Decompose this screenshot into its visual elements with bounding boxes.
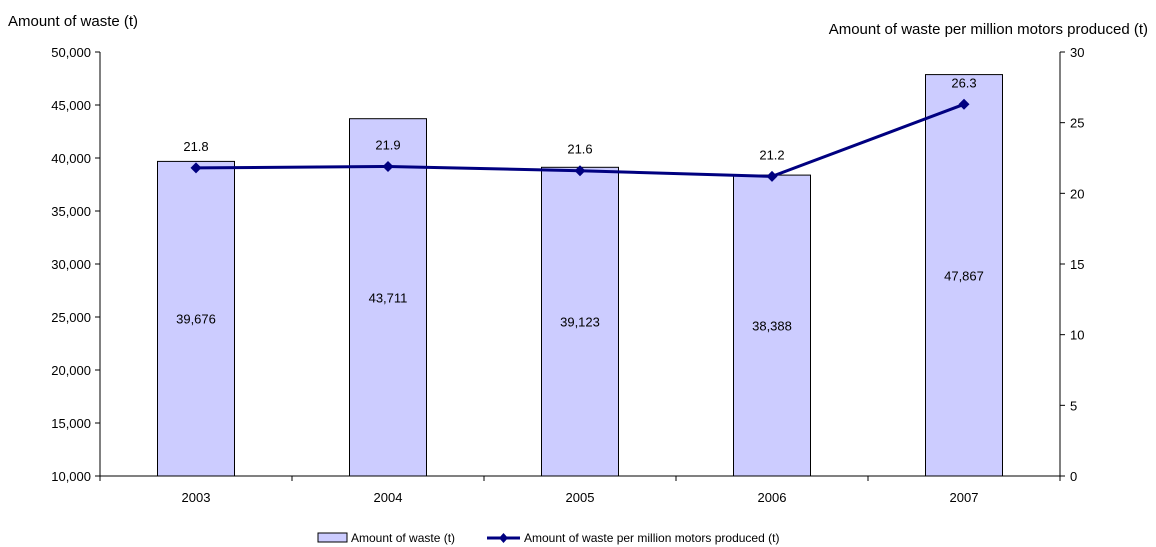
bar-value-label-2006: 38,388 <box>752 319 792 334</box>
legend-swatch-marker <box>499 533 508 543</box>
y-left-tick-label: 35,000 <box>51 204 91 219</box>
y-left-tick-label: 25,000 <box>51 310 91 325</box>
x-tick-label-2003: 2003 <box>182 490 211 505</box>
x-tick-label-2006: 2006 <box>758 490 787 505</box>
y-right-axis-title: Amount of waste per million motors produ… <box>829 21 1148 38</box>
bar-value-label-2005: 39,123 <box>560 315 600 330</box>
y-left-tick-label: 45,000 <box>51 98 91 113</box>
bar-2007 <box>925 74 1003 477</box>
bar-2004 <box>349 118 427 477</box>
x-tick-label-2005: 2005 <box>566 490 595 505</box>
y-left-axis-title: Amount of waste (t) <box>8 13 138 30</box>
y-right-tick-label: 25 <box>1070 116 1084 131</box>
line-value-label-2007: 26.3 <box>951 75 976 90</box>
legend-swatch-bar <box>317 532 348 543</box>
line-value-label-2003: 21.8 <box>183 139 208 154</box>
y-right-tick-label: 15 <box>1070 257 1084 272</box>
legend: Amount of waste (t) Amount of waste per … <box>317 531 779 545</box>
line-value-label-2006: 21.2 <box>759 147 784 162</box>
axes-layer: 10,000 15,000 20,000 25,000 30,000 35,000 40,0… <box>51 45 1084 505</box>
line-point-marker-2004 <box>382 160 394 172</box>
y-right-tick-label: 20 <box>1070 186 1084 201</box>
x-tick-label-2007: 2007 <box>950 490 979 505</box>
y-left-tick-label: 30,000 <box>51 257 91 272</box>
bar-value-label-2007: 47,867 <box>944 268 984 283</box>
y-left-tick-label: 20,000 <box>51 363 91 378</box>
line-point-marker-2005 <box>574 165 586 177</box>
y-left-tick-label: 40,000 <box>51 151 91 166</box>
y-left-tick-label: 50,000 <box>51 45 91 60</box>
line-point-marker-2007 <box>958 98 970 110</box>
legend-label-line: Amount of waste per million motors produ… <box>524 531 779 545</box>
bar-2003 <box>157 160 235 477</box>
bar-2006 <box>733 174 811 477</box>
labels-layer: 39,676 43,711 39,123 38,388 47,867 21.8 21.9 21… <box>176 75 984 333</box>
bar-value-label-2003: 39,676 <box>176 312 216 327</box>
line-value-label-2005: 21.6 <box>567 142 592 157</box>
y-right-tick-label: 5 <box>1070 398 1077 413</box>
y-right-tick-label: 30 <box>1070 45 1084 60</box>
line-layer <box>190 98 970 182</box>
y-right-tick-label: 10 <box>1070 328 1084 343</box>
x-tick-label-2004: 2004 <box>374 490 403 505</box>
line-point-marker-2003 <box>190 162 202 174</box>
line-value-label-2004: 21.9 <box>375 138 400 153</box>
bars-layer <box>157 74 1003 477</box>
y-left-tick-label: 10,000 <box>51 469 91 484</box>
y-right-tick-label: 0 <box>1070 469 1077 484</box>
y-left-tick-label: 15,000 <box>51 416 91 431</box>
line-point-marker-2006 <box>766 170 778 182</box>
legend-label-bar: Amount of waste (t) <box>351 531 455 545</box>
bar-value-label-2004: 43,711 <box>369 290 408 305</box>
